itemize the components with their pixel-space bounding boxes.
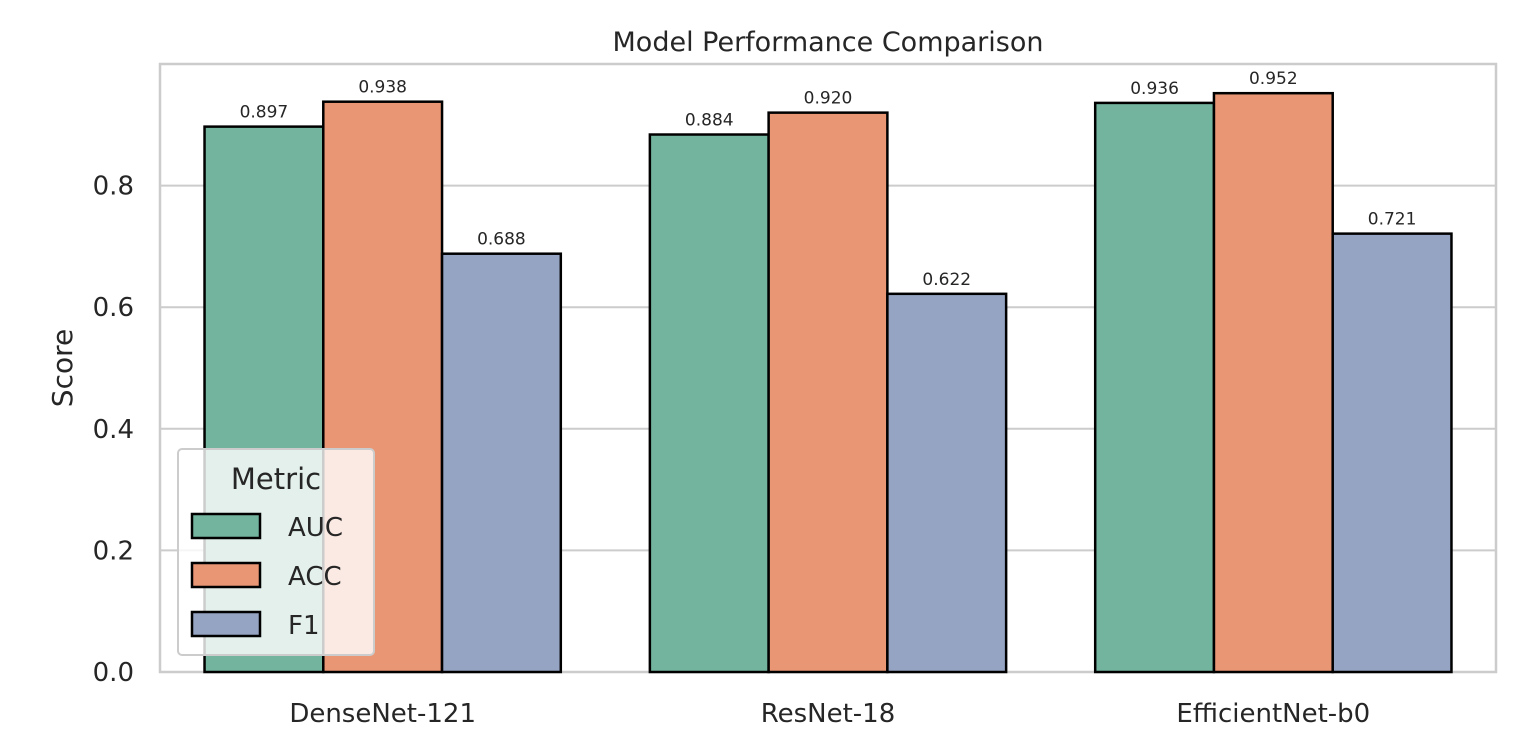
chart-title: Model Performance Comparison [613,27,1044,58]
legend-title: Metric [231,462,321,496]
data-label-f1-densenet-121: 0.688 [477,230,526,250]
x-tick-label-densenet-121: DenseNet-121 [289,699,476,729]
data-label-acc-resnet-18: 0.920 [804,89,853,109]
bar-auc-efficientnet-b0 [1093,101,1216,674]
legend: Metric AUC ACC F1 [177,448,375,656]
x-axis-ticks: DenseNet-121 ResNet-18 EfficientNet-b0 [289,699,1370,729]
y-tick-label: 0.6 [93,293,134,323]
x-tick-label-efficientnet-b0: EfficientNet-b0 [1176,699,1370,729]
bars [203,91,1453,674]
legend-label-acc: ACC [288,562,342,592]
legend-label-auc: AUC [288,513,343,543]
bar-auc-resnet-18 [648,133,770,674]
y-tick-label: 0.8 [93,172,134,202]
bar-acc-efficientnet-b0 [1212,91,1334,674]
bar-f1-densenet-121 [440,252,563,674]
y-tick-label: 0.4 [93,415,134,445]
y-axis-label: Score [46,329,79,407]
data-label-auc-efficientnet-b0: 0.936 [1130,79,1179,99]
data-label-auc-densenet-121: 0.897 [240,103,289,123]
data-label-f1-efficientnet-b0: 0.721 [1368,210,1417,230]
legend-swatch-f1 [190,610,262,638]
y-tick-label: 0.2 [93,536,134,566]
data-labels: 0.897 0.938 0.688 0.884 0.920 0.622 0.936 0.952… [240,69,1417,290]
legend-swatch-auc [190,512,262,540]
y-axis-ticks: 0.0 0.2 0.4 0.6 0.8 [93,172,134,688]
data-label-f1-resnet-18: 0.622 [922,270,971,290]
y-tick-label: 0.0 [93,658,134,688]
legend-items: AUC ACC F1 [190,512,343,641]
data-label-acc-efficientnet-b0: 0.952 [1249,69,1298,89]
data-label-auc-resnet-18: 0.884 [685,111,734,131]
data-label-acc-densenet-121: 0.938 [358,78,407,98]
legend-swatch-acc [190,561,262,589]
x-tick-label-resnet-18: ResNet-18 [761,699,896,729]
legend-box [177,448,375,656]
bar-f1-resnet-18 [886,292,1008,674]
bar-f1-efficientnet-b0 [1331,232,1453,674]
legend-label-f1: F1 [288,611,320,641]
bar-acc-resnet-18 [767,111,889,674]
